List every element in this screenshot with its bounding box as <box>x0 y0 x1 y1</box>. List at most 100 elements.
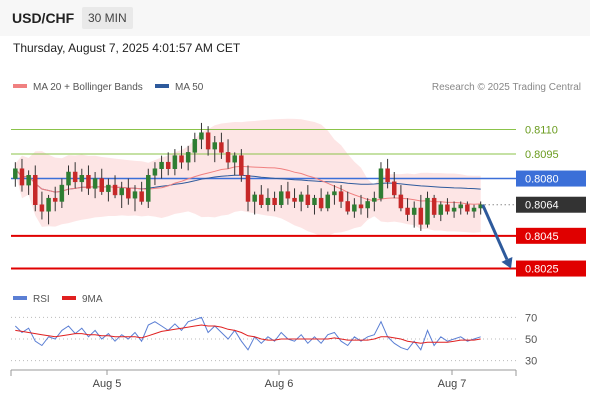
candle-body-28 <box>199 132 204 140</box>
timeframe-button[interactable]: 30 MIN <box>82 7 133 29</box>
candle-56 <box>385 158 390 189</box>
candle-body-66 <box>451 207 457 212</box>
candle-body-3 <box>33 175 38 205</box>
candle-body-11 <box>86 175 91 189</box>
candle-body-59 <box>405 207 410 215</box>
candle-body-21 <box>152 168 158 176</box>
copyright-text: Research © 2025 Trading Central <box>432 82 581 93</box>
level-label-5: 0.8025 <box>525 264 559 276</box>
candle-body-7 <box>59 184 65 202</box>
candle-3 <box>33 165 38 212</box>
ma9-legend-swatch <box>62 296 76 300</box>
candle-body-65 <box>445 204 450 212</box>
candle-body-38 <box>265 197 271 205</box>
candle-5 <box>46 194 51 225</box>
level-label-2: 0.8080 <box>525 174 559 186</box>
rsi-tick-label-1: 50 <box>525 334 537 346</box>
candle-39 <box>272 191 277 212</box>
candle-25 <box>179 145 184 169</box>
candle-57 <box>392 172 397 199</box>
candle-33 <box>232 152 237 176</box>
candle-38 <box>265 188 271 212</box>
candle-29 <box>205 126 211 156</box>
candle-body-12 <box>92 178 98 189</box>
candle-body-33 <box>232 155 237 163</box>
candle-7 <box>59 178 65 208</box>
ma9-legend-label: 9MA <box>82 294 103 305</box>
level-label-box-2 <box>516 170 586 187</box>
candle-54 <box>372 191 377 212</box>
candle-body-45 <box>312 197 317 205</box>
candle-15 <box>112 175 118 199</box>
candle-31 <box>219 132 224 159</box>
candle-35 <box>245 165 251 212</box>
candle-17 <box>126 178 131 205</box>
candle-body-13 <box>99 178 104 192</box>
candle-body-44 <box>305 194 311 205</box>
candle-41 <box>285 181 291 205</box>
symbol-title: USD/CHF <box>12 10 75 26</box>
x-tick-label-1: Aug 6 <box>265 378 294 390</box>
candle-body-2 <box>26 175 31 186</box>
ma50-legend-swatch <box>155 84 169 88</box>
rsi-legend-swatch <box>13 296 27 300</box>
level-label-4: 0.8045 <box>525 231 559 243</box>
rsi-tick-label-0: 70 <box>525 312 537 324</box>
candle-10 <box>79 168 85 192</box>
candle-69 <box>471 204 477 218</box>
candle-42 <box>292 188 297 208</box>
candle-body-42 <box>292 197 297 202</box>
candle-body-55 <box>378 168 384 199</box>
candle-body-43 <box>298 194 304 202</box>
candle-body-30 <box>212 142 218 150</box>
candle-body-67 <box>458 204 463 209</box>
forecast-arrow <box>481 204 513 269</box>
level-labels: 0.8110 0.8095 0.8080 0.8064 0.8045 0.8025 <box>516 124 586 277</box>
candle-body-49 <box>338 191 344 202</box>
candle-body-69 <box>471 207 477 212</box>
candle-37 <box>259 185 264 208</box>
candle-18 <box>132 185 138 212</box>
candle-body-39 <box>272 197 277 205</box>
candle-body-63 <box>431 197 437 215</box>
candle-64 <box>438 201 444 222</box>
candle-36 <box>252 191 257 215</box>
level-label-0: 0.8110 <box>525 124 558 136</box>
candle-43 <box>298 191 304 212</box>
candle-32 <box>225 139 231 169</box>
rsi-line <box>14 316 481 351</box>
candle-body-24 <box>172 155 178 169</box>
candle-body-14 <box>106 184 111 192</box>
candle-14 <box>106 178 111 202</box>
x-axis-ticks: Aug 5 Aug 6 Aug 7 <box>93 370 466 390</box>
level-label-box-3 <box>516 196 586 213</box>
level-label-1: 0.8095 <box>525 149 559 161</box>
candle-body-9 <box>72 171 78 183</box>
ma50-legend-label: MA 50 <box>175 82 204 93</box>
candle-body-16 <box>119 188 124 196</box>
candle-23 <box>165 152 171 176</box>
candle-body-32 <box>225 152 231 163</box>
candle-55 <box>378 162 384 202</box>
candle-60 <box>411 201 417 228</box>
candle-body-6 <box>52 197 58 202</box>
candle-body-0 <box>13 168 18 179</box>
candle-body-34 <box>239 155 244 176</box>
candle-body-68 <box>465 204 470 212</box>
candle-body-60 <box>411 207 417 215</box>
candle-21 <box>152 162 158 186</box>
candle-body-19 <box>139 191 144 202</box>
candle-body-41 <box>285 191 291 199</box>
candle-body-22 <box>159 161 164 169</box>
candle-0 <box>13 162 18 187</box>
candle-body-58 <box>398 194 404 209</box>
candle-body-48 <box>332 191 337 196</box>
candle-body-20 <box>146 175 151 202</box>
rsi-tick-label-2: 30 <box>525 356 537 368</box>
candle-58 <box>398 185 404 212</box>
candle-body-17 <box>126 188 131 199</box>
candle-body-18 <box>132 191 138 199</box>
candle-body-61 <box>418 207 424 225</box>
candle-50 <box>345 191 350 215</box>
